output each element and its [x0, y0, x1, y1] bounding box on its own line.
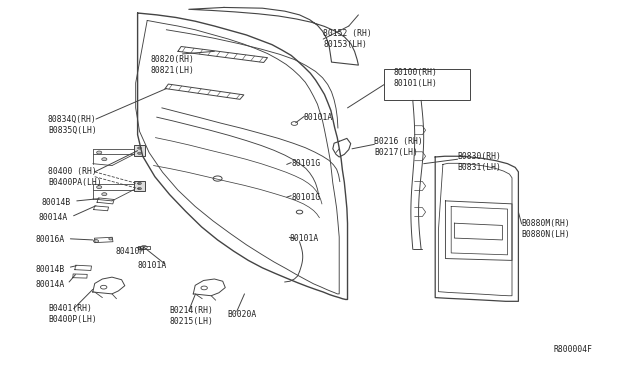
Text: B0880M(RH)
B0880N(LH): B0880M(RH) B0880N(LH): [522, 219, 570, 239]
Circle shape: [109, 238, 113, 240]
FancyBboxPatch shape: [134, 181, 145, 191]
Bar: [384, 69, 470, 100]
Text: 80400 (RH)
B0400PA(LH): 80400 (RH) B0400PA(LH): [48, 167, 102, 187]
Circle shape: [138, 147, 141, 149]
Text: 80410M: 80410M: [115, 247, 145, 256]
Text: 80152 (RH)
80153(LH): 80152 (RH) 80153(LH): [323, 29, 372, 49]
Circle shape: [102, 193, 107, 196]
Text: 80014B: 80014B: [42, 198, 71, 207]
Text: B0401(RH)
B0400P(LH): B0401(RH) B0400P(LH): [48, 304, 97, 324]
Text: 80101A: 80101A: [289, 234, 319, 243]
Text: 80101A: 80101A: [304, 113, 333, 122]
Circle shape: [138, 187, 141, 190]
Text: B0216 (RH)
B0217(LH): B0216 (RH) B0217(LH): [374, 137, 423, 157]
Text: R800004F: R800004F: [554, 345, 593, 354]
Circle shape: [138, 152, 141, 154]
Text: 80014B: 80014B: [35, 265, 65, 274]
Text: 80014A: 80014A: [38, 213, 68, 222]
Text: B0020A: B0020A: [227, 310, 257, 319]
Circle shape: [102, 158, 107, 161]
Text: 80101G: 80101G: [291, 193, 321, 202]
Text: 80014A: 80014A: [35, 280, 65, 289]
Text: B0830(RH)
B0831(LH): B0830(RH) B0831(LH): [458, 152, 502, 172]
Text: 80834Q(RH)
B0835Q(LH): 80834Q(RH) B0835Q(LH): [48, 115, 97, 135]
Text: 80101G: 80101G: [291, 159, 321, 168]
Circle shape: [97, 151, 102, 154]
Text: 80101A: 80101A: [138, 262, 167, 270]
Text: 80100(RH)
80101(LH): 80100(RH) 80101(LH): [394, 68, 438, 88]
Text: B0214(RH)
80215(LH): B0214(RH) 80215(LH): [170, 306, 214, 326]
Text: 80016A: 80016A: [35, 235, 65, 244]
Circle shape: [97, 186, 102, 189]
FancyBboxPatch shape: [134, 145, 145, 156]
Circle shape: [93, 240, 99, 243]
Circle shape: [138, 182, 141, 185]
Text: 80820(RH)
80821(LH): 80820(RH) 80821(LH): [150, 55, 195, 75]
